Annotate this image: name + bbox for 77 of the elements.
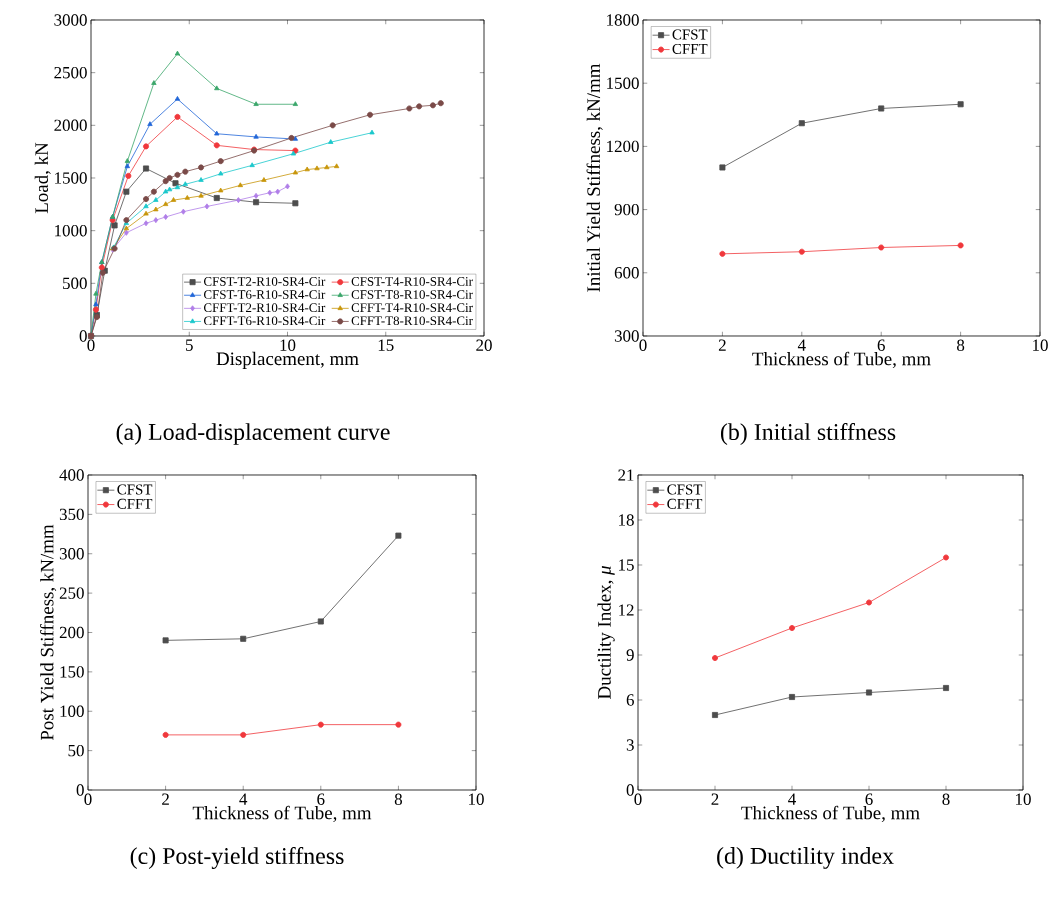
legend-label: CFST (117, 484, 153, 495)
y-axis-title: Load, kN (34, 142, 51, 214)
y-tick-label: 1500 (55, 172, 87, 184)
y-tick-label: 250 (59, 587, 84, 599)
x-tick-label: 0 (639, 339, 647, 351)
text: (c) Post-yield stiffness (130, 847, 344, 869)
x-tick-label: 10 (1016, 793, 1031, 805)
x-tick-label: 6 (317, 793, 325, 805)
y-axis-title: Initial Yield Stiffness, kN/mm (586, 63, 603, 292)
y-tick-label: 0 (626, 784, 634, 796)
y-tick-label: 9 (626, 649, 634, 661)
y-tick-label: 150 (60, 666, 84, 678)
x-axis-title: Displacement, mm (216, 351, 359, 369)
y-tick-label: 900 (614, 203, 639, 216)
text: (b) Initial stiffness (720, 423, 896, 445)
x-tick-label: 4 (788, 793, 796, 805)
legend-label: CFST-T2-R10-SR4-Cir (203, 277, 326, 286)
x-tick-label: 2 (162, 793, 169, 805)
y-tick-label: 3 (626, 739, 634, 751)
x-tick-label: 8 (957, 339, 965, 351)
x-tick-label: 2 (711, 793, 719, 805)
y-axis-title: Ductility Index, μ (597, 566, 615, 699)
x-tick-label: 10 (280, 339, 296, 351)
y-tick-label: 350 (59, 508, 84, 521)
y-axis-title: Post Yield Stiffness, kN/mm (39, 524, 57, 741)
x-tick-label: 2 (718, 339, 726, 351)
y-tick-label: 500 (63, 277, 87, 290)
y-tick-label: 200 (59, 626, 84, 639)
x-axis-title: Thickness of Tube, mm (741, 805, 920, 823)
y-tick-label: 21 (618, 469, 634, 481)
x-axis-title: Thickness of Tube, mm (192, 805, 372, 823)
x-tick-label: 0 (87, 339, 95, 351)
y-tick-label: 600 (614, 267, 639, 279)
x-tick-label: 4 (239, 793, 248, 805)
x-tick-label: 10 (469, 793, 484, 805)
y-tick-label: 1800 (607, 14, 639, 26)
x-tick-label: 5 (186, 339, 193, 351)
legend-label: CFFT (667, 498, 703, 509)
x-tick-label: 4 (797, 339, 806, 351)
x-tick-label: 6 (877, 339, 885, 351)
text: (a) Load-displacement curve (116, 423, 390, 445)
y-tick-label: 0 (76, 784, 84, 796)
legend-label: CFFT-T2-R10-SR4-Cir (203, 303, 326, 313)
y-tick-label: 300 (59, 548, 84, 560)
x-axis-title: Thickness of Tube, mm (752, 351, 931, 369)
legend-label: CFST-T4-R10-SR4-Cir (351, 277, 473, 286)
text: (d) Ductility index (717, 847, 894, 869)
y-tick-label: 300 (614, 330, 639, 342)
y-tick-label: 15 (619, 559, 634, 571)
legend-label: CFFT (672, 43, 708, 54)
y-tick-label: 0 (79, 330, 87, 342)
legend-label: CFST-T8-R10-SR4-Cir (351, 290, 473, 299)
y-tick-label: 18 (619, 514, 634, 526)
y-tick-label: 100 (60, 705, 84, 717)
x-tick-label: 10 (1033, 339, 1048, 351)
y-tick-label: 1200 (607, 140, 639, 153)
x-tick-label: 8 (394, 793, 402, 805)
x-tick-label: 6 (865, 793, 873, 805)
x-tick-label: 20 (476, 339, 492, 351)
y-tick-label: 2500 (54, 66, 87, 79)
y-tick-label: 50 (68, 744, 84, 757)
legend-label: CFST-T6-R10-SR4-Cir (203, 290, 326, 299)
legend-label: CFST (667, 484, 703, 495)
y-tick-label: 1000 (55, 224, 87, 237)
y-tick-label: 12 (619, 604, 634, 616)
legend-label: CFST (672, 29, 708, 40)
x-tick-label: 8 (942, 793, 950, 805)
legend-label: CFFT-T8-R10-SR4-Cir (351, 316, 473, 326)
y-tick-label: 6 (626, 694, 634, 706)
y-tick-label: 1500 (607, 77, 639, 89)
legend-label: CFFT-T6-R10-SR4-Cir (203, 316, 326, 326)
y-tick-label: 2000 (54, 119, 87, 132)
legend-label: CFFT (117, 498, 153, 509)
y-tick-label: 400 (59, 469, 84, 481)
legend-label: CFFT-T4-R10-SR4-Cir (351, 303, 473, 313)
x-tick-label: 15 (378, 339, 394, 351)
y-tick-label: 3000 (54, 14, 87, 26)
